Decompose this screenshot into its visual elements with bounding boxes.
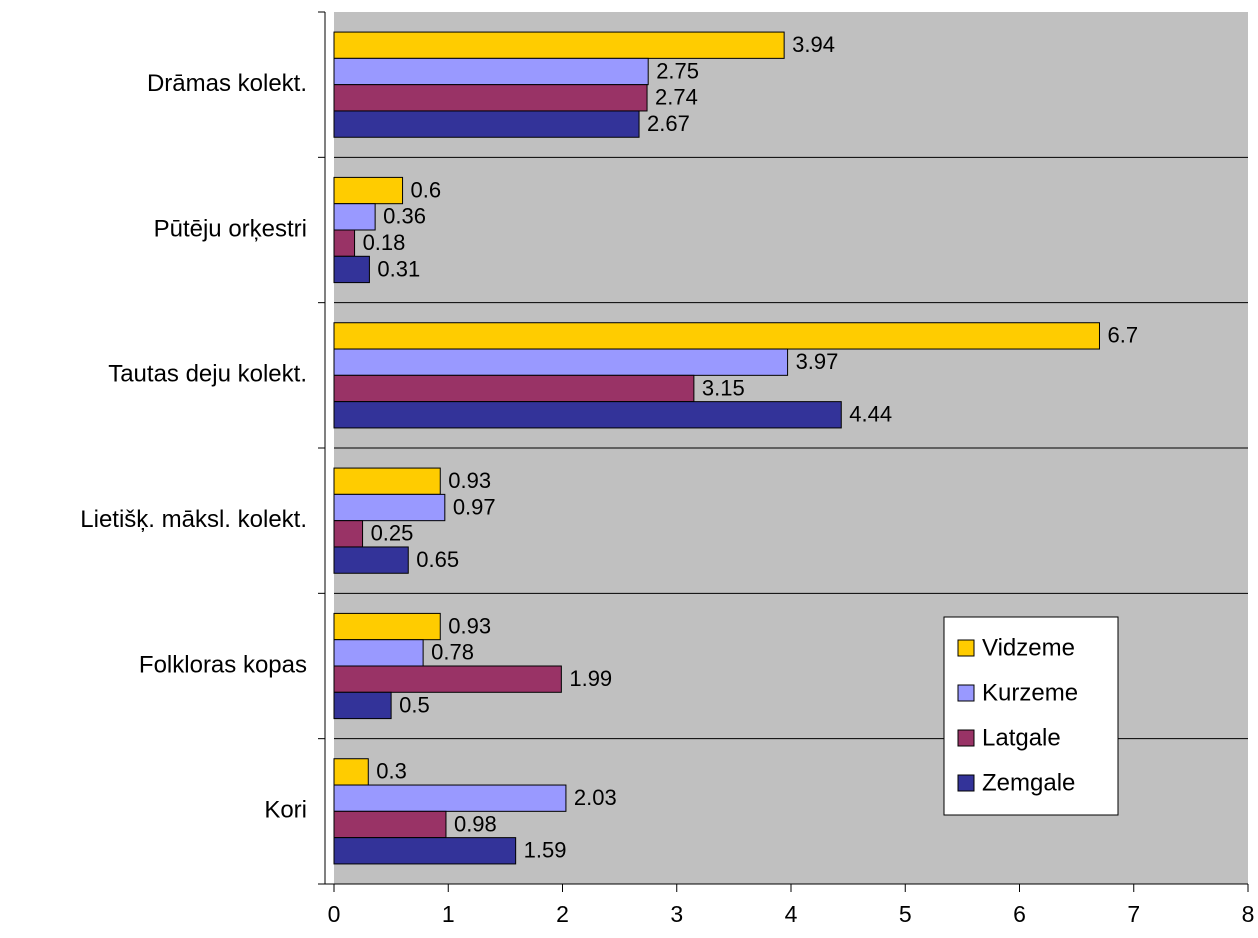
bar xyxy=(333,203,376,231)
data-label: 0.78 xyxy=(431,640,474,665)
bar xyxy=(333,810,447,839)
data-label: 0.65 xyxy=(416,547,459,572)
x-tick-label: 7 xyxy=(1127,901,1140,927)
legend-label: Kurzeme xyxy=(982,679,1078,706)
bar xyxy=(333,639,424,667)
category-label: Pūtēju orķestri xyxy=(154,215,307,242)
bar xyxy=(333,837,517,865)
bar xyxy=(333,31,785,59)
data-label: 3.94 xyxy=(792,32,835,57)
data-label: 0.97 xyxy=(453,494,496,519)
bar xyxy=(333,691,392,720)
bar xyxy=(333,612,441,641)
x-tick-label: 1 xyxy=(442,901,455,927)
legend-swatch xyxy=(957,729,975,747)
legend-swatch xyxy=(957,684,975,702)
category-label: Kori xyxy=(264,797,307,824)
data-label: 1.59 xyxy=(524,838,567,863)
bar xyxy=(333,110,640,138)
bar xyxy=(333,229,356,257)
bar xyxy=(333,520,364,548)
bar xyxy=(333,255,370,284)
bar xyxy=(333,348,789,376)
data-label: 6.7 xyxy=(1107,323,1138,348)
data-label: 0.31 xyxy=(377,256,420,281)
legend-swatch xyxy=(957,639,975,657)
data-label: 0.3 xyxy=(376,759,407,784)
bar xyxy=(333,493,446,522)
data-label: 0.25 xyxy=(371,521,414,546)
data-label: 2.75 xyxy=(656,58,699,83)
bar xyxy=(333,84,648,112)
data-label: 0.36 xyxy=(383,204,426,229)
bar xyxy=(333,374,695,403)
data-label: 0.98 xyxy=(454,811,497,836)
data-label: 0.93 xyxy=(448,613,491,638)
legend-label: Latgale xyxy=(982,724,1061,751)
data-label: 2.67 xyxy=(647,111,690,136)
bar xyxy=(333,57,649,86)
data-label: 0.5 xyxy=(399,692,430,717)
legend-label: Zemgale xyxy=(982,769,1075,796)
data-label: 2.03 xyxy=(574,785,617,810)
data-label: 2.74 xyxy=(655,85,698,110)
category-label: Folkloras kopas xyxy=(139,651,307,678)
x-tick-label: 2 xyxy=(556,901,569,927)
bar xyxy=(333,665,562,693)
bar xyxy=(333,322,1100,350)
x-tick-label: 0 xyxy=(328,901,341,927)
bar xyxy=(333,758,369,786)
category-label: Tautas deju kolekt. xyxy=(108,361,307,388)
data-label: 0.6 xyxy=(411,177,442,202)
bar xyxy=(333,401,842,429)
bar xyxy=(333,467,441,495)
x-tick-label: 5 xyxy=(899,901,912,927)
x-tick-label: 3 xyxy=(670,901,683,927)
data-label: 0.18 xyxy=(363,230,406,255)
data-label: 1.99 xyxy=(569,666,612,691)
x-tick-label: 4 xyxy=(785,901,798,927)
data-label: 4.44 xyxy=(849,402,892,427)
bar xyxy=(333,784,567,812)
legend-swatch xyxy=(957,774,975,792)
x-tick-label: 6 xyxy=(1013,901,1026,927)
category-label: Lietišķ. māksl. kolekt. xyxy=(80,506,307,533)
x-tick-label: 8 xyxy=(1242,901,1255,927)
data-label: 3.15 xyxy=(702,375,745,400)
data-label: 0.93 xyxy=(448,468,491,493)
data-label: 3.97 xyxy=(796,349,839,374)
category-label: Drāmas kolekt. xyxy=(147,70,307,97)
bar xyxy=(333,546,409,574)
bar xyxy=(333,176,404,205)
legend-label: Vidzeme xyxy=(982,634,1075,661)
